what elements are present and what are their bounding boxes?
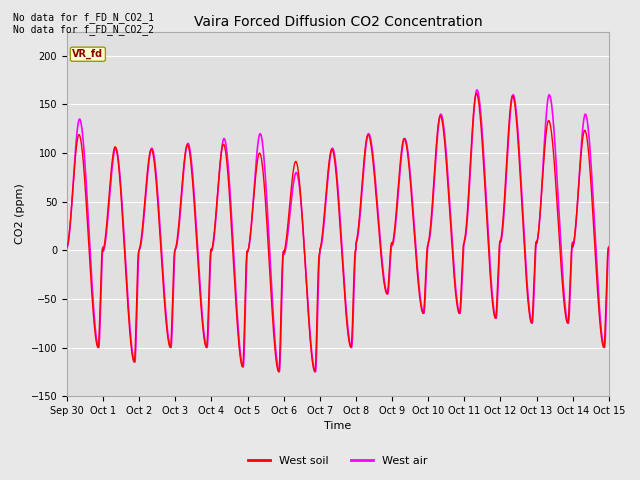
Text: VR_fd: VR_fd xyxy=(72,49,104,60)
X-axis label: Time: Time xyxy=(324,421,351,432)
Y-axis label: CO2 (ppm): CO2 (ppm) xyxy=(15,183,25,244)
Legend: West soil, West air: West soil, West air xyxy=(244,452,432,471)
Text: No data for f_FD_N_CO2_2: No data for f_FD_N_CO2_2 xyxy=(13,24,154,35)
Text: No data for f_FD_N_CO2_1: No data for f_FD_N_CO2_1 xyxy=(13,12,154,23)
Title: Vaira Forced Diffusion CO2 Concentration: Vaira Forced Diffusion CO2 Concentration xyxy=(193,15,482,29)
